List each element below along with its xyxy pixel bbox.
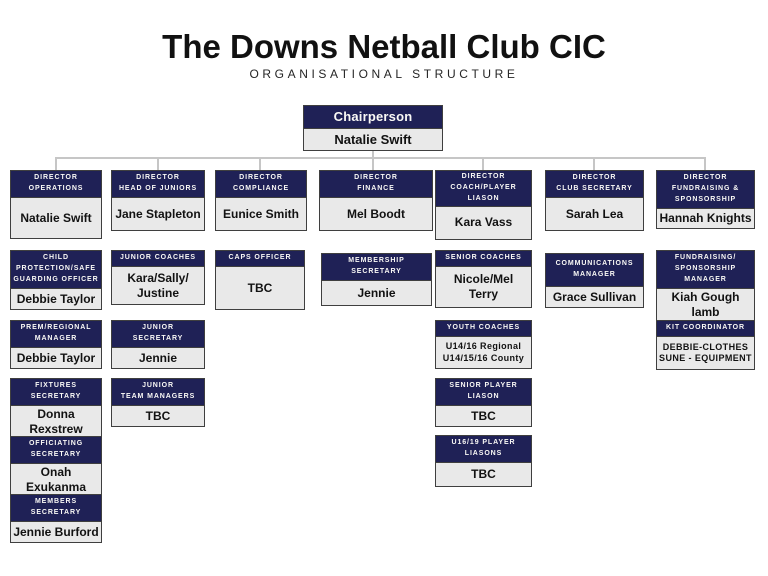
box-child-protection-officer: CHILD PROTECTION/SAFE GUARDING OFFICER D…	[10, 250, 102, 310]
connector-stub-coach-liason	[482, 157, 484, 170]
role-label: DIRECTOR FINANCE	[320, 171, 432, 198]
role-label: DIRECTOR CLUB SECRETARY	[546, 171, 643, 198]
connector-stub-juniors	[157, 157, 159, 170]
role-label: JUNIOR TEAM MANAGERS	[112, 379, 204, 406]
role-label: JUNIOR SECRETARY	[112, 321, 204, 348]
page-subtitle: ORGANISATIONAL STRUCTURE	[249, 67, 519, 81]
box-membership-secretary: MEMBERSHIP SECRETARY Jennie	[321, 253, 432, 306]
box-director-club-secretary: DIRECTOR CLUB SECRETARY Sarah Lea	[545, 170, 644, 231]
role-label: COMMUNICATIONS MANAGER	[546, 254, 643, 287]
role-label: DIRECTOR FUNDRAISING & SPONSORSHIP	[657, 171, 754, 209]
role-label: SENIOR COACHES	[436, 251, 531, 267]
person-name: Kara Vass	[436, 206, 531, 239]
connector-stub-fundraising	[704, 157, 706, 170]
role-label: CHILD PROTECTION/SAFE GUARDING OFFICER	[11, 251, 101, 289]
box-director-coach-player-liason: DIRECTOR COACH/PLAYER LIASON Kara Vass	[435, 170, 532, 240]
box-director-operations: DIRECTOR OPERATIONS Natalie Swift	[10, 170, 102, 239]
box-youth-coaches: YOUTH COACHES U14/16 Regional U14/15/16 …	[435, 320, 532, 369]
box-u16-19-player-liasons: U16/19 PLAYER LIASONS TBC	[435, 435, 532, 487]
box-director-fundraising: DIRECTOR FUNDRAISING & SPONSORSHIP Hanna…	[656, 170, 755, 229]
connector-stub-operations	[55, 157, 57, 170]
role-label: MEMBERSHIP SECRETARY	[322, 254, 431, 281]
box-junior-secretary: JUNIOR SECRETARY Jennie	[111, 320, 205, 369]
person-name: DEBBIE-CLOTHES SUNE - EQUIPMENT	[657, 337, 754, 369]
box-prem-regional-manager: PREM/REGIONAL MANAGER Debbie Taylor	[10, 320, 102, 369]
connector-horizontal	[55, 157, 706, 159]
person-name: Natalie Swift	[11, 198, 101, 238]
role-label: SENIOR PLAYER LIASON	[436, 379, 531, 406]
role-label: FUNDRAISING/ SPONSORSHIP MANAGER	[657, 251, 754, 289]
person-name: TBC	[436, 463, 531, 486]
person-name: Jennie	[322, 281, 431, 305]
connector-root-drop	[372, 150, 374, 170]
box-communications-manager: COMMUNICATIONS MANAGER Grace Sullivan	[545, 253, 644, 308]
person-name: Mel Boodt	[320, 198, 432, 230]
person-name: U14/16 Regional U14/15/16 County	[436, 337, 531, 368]
role-label: PREM/REGIONAL MANAGER	[11, 321, 101, 348]
role-label: CAPS OFFICER	[216, 251, 304, 267]
role-label: DIRECTOR COMPLIANCE	[216, 171, 306, 198]
connector-stub-compliance	[259, 157, 261, 170]
person-name: Jane Stapleton	[112, 198, 204, 230]
box-senior-player-liason: SENIOR PLAYER LIASON TBC	[435, 378, 532, 427]
role-label: MEMBERS SECRETARY	[11, 495, 101, 522]
chairperson-role: Chairperson	[304, 106, 442, 130]
role-label: JUNIOR COACHES	[112, 251, 204, 267]
role-label: OFFICIATING SECRETARY	[11, 437, 101, 464]
person-name: Eunice Smith	[216, 198, 306, 230]
box-caps-officer: CAPS OFFICER TBC	[215, 250, 305, 310]
box-director-compliance: DIRECTOR COMPLIANCE Eunice Smith	[215, 170, 307, 231]
person-name: Jennie Burford	[11, 522, 101, 542]
person-name: Kiah Gough lamb	[657, 289, 754, 321]
person-name: Sarah Lea	[546, 198, 643, 230]
role-label: DIRECTOR HEAD OF JUNIORS	[112, 171, 204, 198]
role-label: KIT COORDINATOR	[657, 321, 754, 337]
box-officiating-secretary: OFFICIATING SECRETARY Onah Exukanma	[10, 436, 102, 497]
person-name: Jennie	[112, 348, 204, 368]
person-name: TBC	[112, 406, 204, 426]
role-label: U16/19 PLAYER LIASONS	[436, 436, 531, 463]
person-name: Onah Exukanma	[11, 464, 101, 496]
page-title: The Downs Netball Club CIC	[162, 28, 606, 65]
connector-stub-club-secretary	[593, 157, 595, 170]
box-fundraising-sponsorship-manager: FUNDRAISING/ SPONSORSHIP MANAGER Kiah Go…	[656, 250, 755, 322]
box-members-secretary: MEMBERS SECRETARY Jennie Burford	[10, 494, 102, 543]
person-name: Debbie Taylor	[11, 289, 101, 309]
role-label: DIRECTOR OPERATIONS	[11, 171, 101, 198]
box-director-finance: DIRECTOR FINANCE Mel Boodt	[319, 170, 433, 231]
person-name: Grace Sullivan	[546, 287, 643, 307]
person-name: Hannah Knights	[657, 209, 754, 228]
role-label: YOUTH COACHES	[436, 321, 531, 337]
person-name: Kara/Sally/ Justine	[112, 267, 204, 304]
person-name: Debbie Taylor	[11, 348, 101, 368]
box-junior-team-managers: JUNIOR TEAM MANAGERS TBC	[111, 378, 205, 427]
box-chairperson: Chairperson Natalie Swift	[303, 105, 443, 152]
box-kit-coordinator: KIT COORDINATOR DEBBIE-CLOTHES SUNE - EQ…	[656, 320, 755, 370]
person-name: Nicole/Mel Terry	[436, 267, 531, 307]
person-name: Donna Rexstrew	[11, 406, 101, 438]
role-label: DIRECTOR COACH/PLAYER LIASON	[436, 171, 531, 207]
box-junior-coaches: JUNIOR COACHES Kara/Sally/ Justine	[111, 250, 205, 305]
person-name: TBC	[216, 267, 304, 309]
box-director-head-of-juniors: DIRECTOR HEAD OF JUNIORS Jane Stapleton	[111, 170, 205, 231]
box-senior-coaches: SENIOR COACHES Nicole/Mel Terry	[435, 250, 532, 308]
box-fixtures-secretary: FIXTURES SECRETARY Donna Rexstrew	[10, 378, 102, 439]
person-name: TBC	[436, 406, 531, 426]
role-label: FIXTURES SECRETARY	[11, 379, 101, 406]
chairperson-name: Natalie Swift	[304, 129, 442, 151]
